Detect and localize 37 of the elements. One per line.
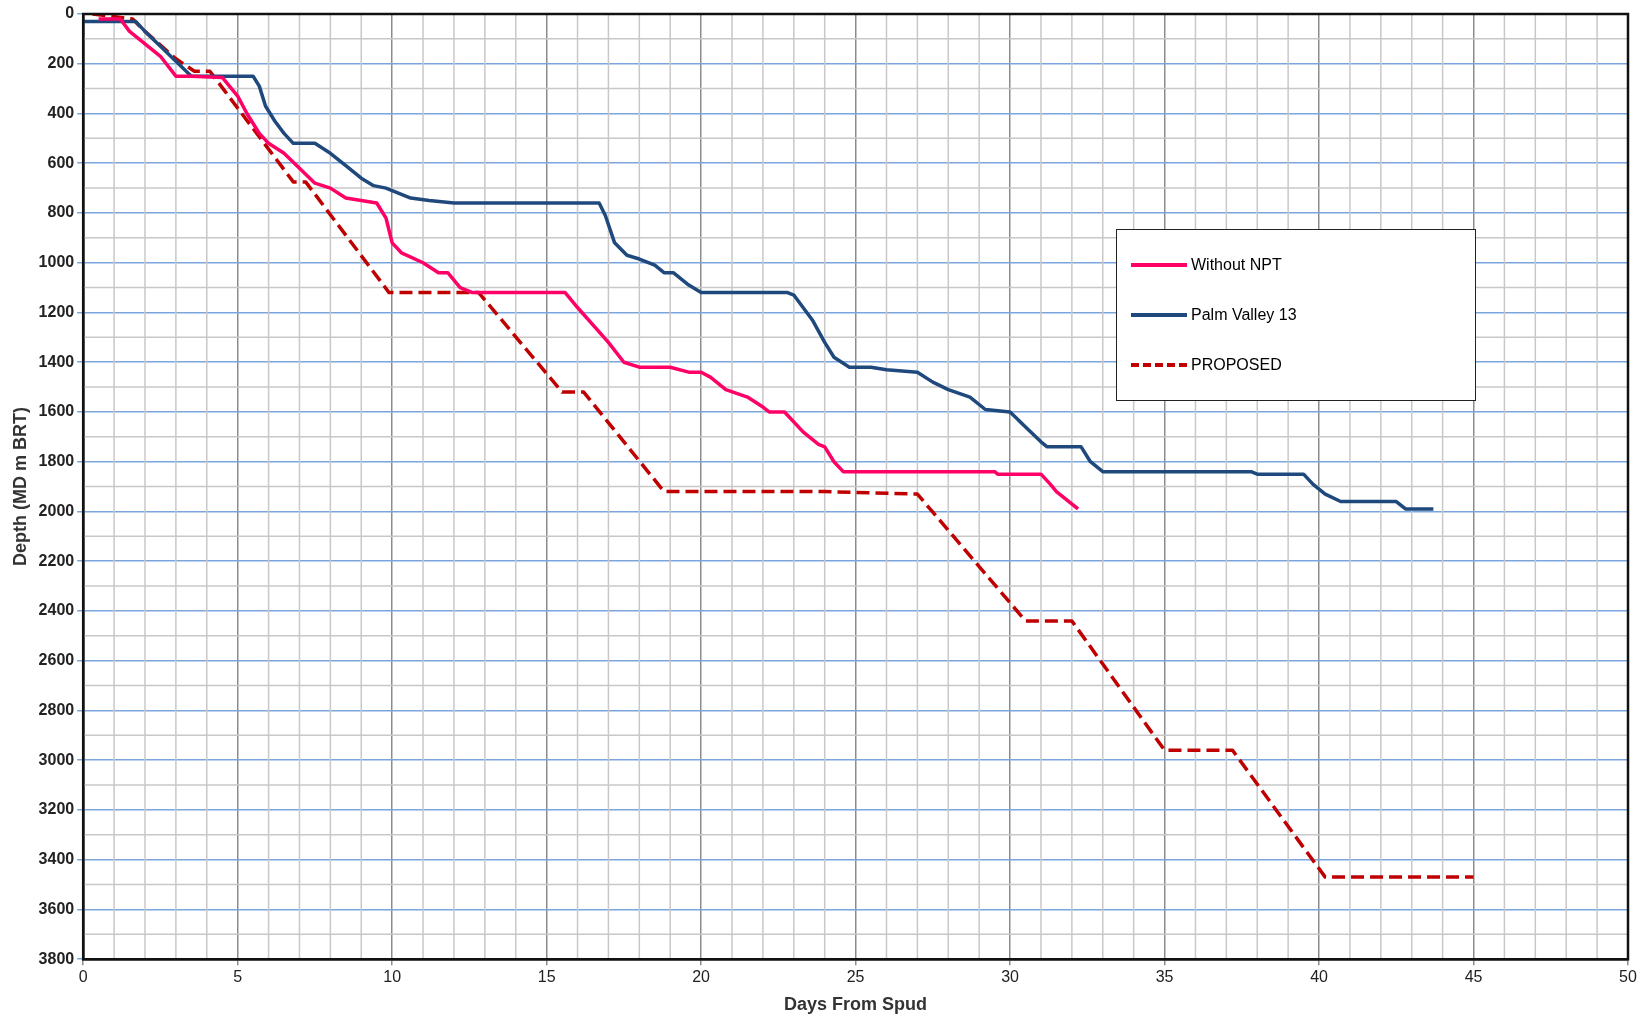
x-tick-label: 25	[846, 968, 865, 986]
x-tick-label: 10	[383, 968, 402, 986]
y-tick-label: 2200	[38, 551, 75, 569]
x-tick-label: 20	[692, 968, 711, 986]
y-tick-label: 1200	[38, 302, 75, 320]
line-series	[90, 14, 1476, 879]
x-tick-label: 0	[78, 968, 88, 986]
y-tick-label: 2600	[38, 651, 75, 669]
x-tick-label: 15	[537, 968, 556, 986]
y-tick-label: 1000	[38, 253, 75, 271]
y-tick-label: 1400	[38, 352, 75, 370]
legend-label: PROPOSED	[1191, 356, 1282, 374]
x-tick-label: 30	[1001, 968, 1020, 986]
y-tick-label: 3600	[38, 899, 75, 917]
y-tick-label: 3800	[38, 949, 75, 967]
legend-label: Palm Valley 13	[1191, 306, 1297, 324]
y-axis-title: Depth (MD m BRT)	[9, 407, 30, 567]
legend-label: Without NPT	[1191, 256, 1282, 274]
y-tick-label: 400	[47, 103, 75, 121]
y-tick-label: 800	[47, 203, 75, 221]
y-tick-label: 600	[47, 153, 75, 171]
y-tick-label: 3400	[38, 850, 75, 868]
y-tick-label: 2000	[38, 501, 75, 519]
y-tick-label: 1800	[38, 452, 75, 470]
y-tick-label: 3000	[38, 750, 75, 768]
x-axis-title: Days From Spud	[784, 994, 928, 1015]
x-tick-label: 5	[233, 968, 243, 986]
y-tick-label: 3200	[38, 800, 75, 818]
x-tick-label: 35	[1155, 968, 1174, 986]
y-tick-label: 2400	[38, 601, 75, 619]
y-tick-label: 200	[47, 54, 75, 72]
y-tick-label: 0	[65, 4, 75, 22]
x-tick-label: 45	[1464, 968, 1483, 986]
y-tick-label: 1600	[38, 402, 75, 420]
x-tick-label: 50	[1619, 968, 1637, 986]
y-tick-label: 2800	[38, 700, 75, 718]
x-tick-label: 40	[1310, 968, 1329, 986]
